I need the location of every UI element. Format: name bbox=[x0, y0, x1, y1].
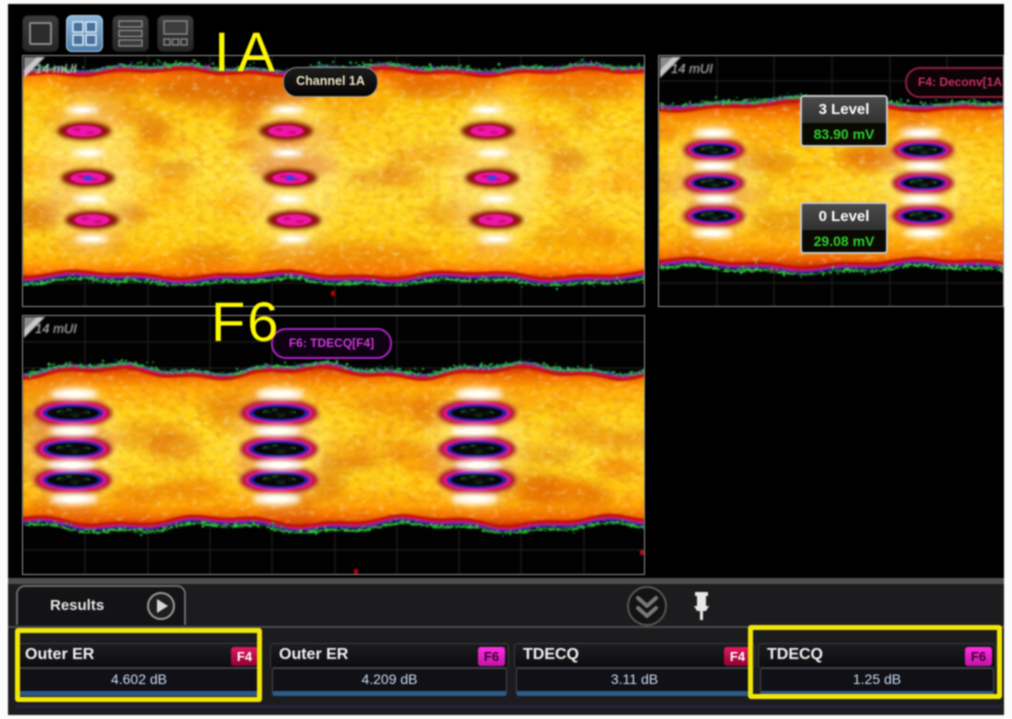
svg-text:14 mUI: 14 mUI bbox=[35, 321, 77, 336]
svg-text:14 mUI: 14 mUI bbox=[35, 61, 77, 76]
svg-text:14 mUI: 14 mUI bbox=[671, 61, 713, 76]
